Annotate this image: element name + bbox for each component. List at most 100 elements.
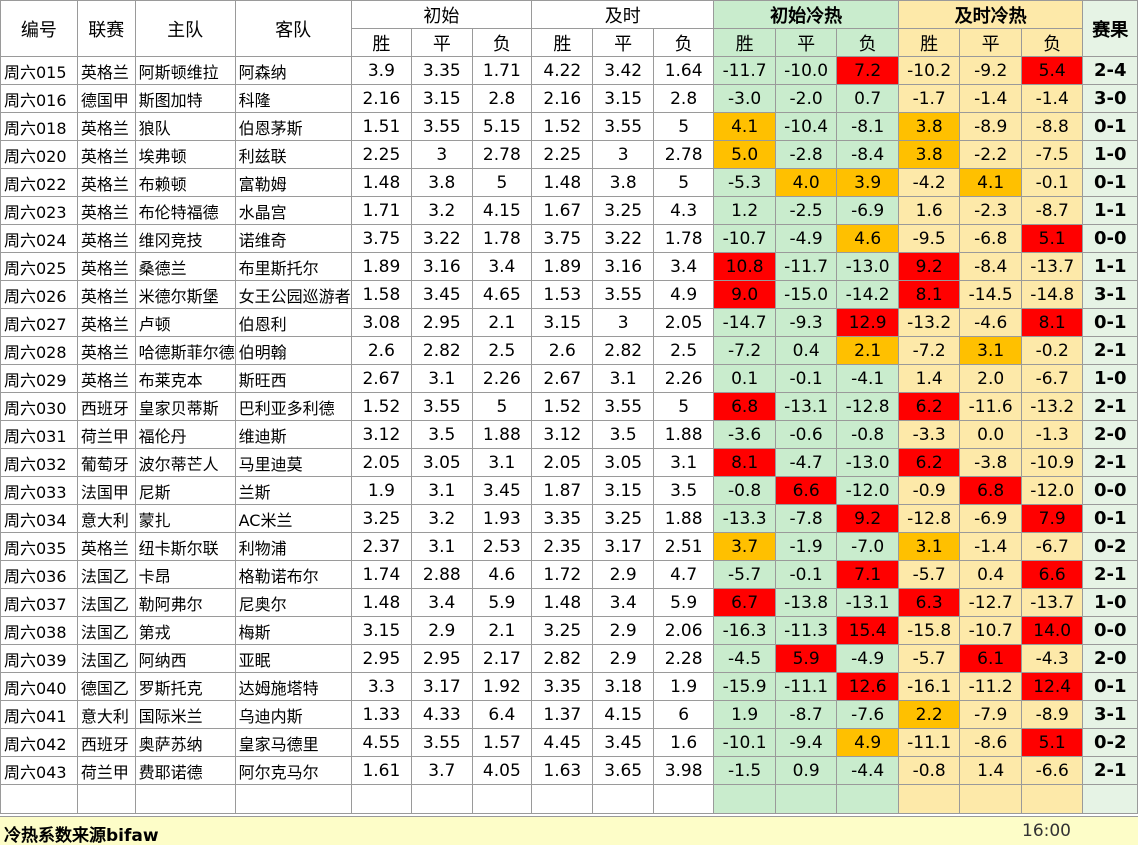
cell-init-hot-loss[interactable]: 15.4 [836,616,899,645]
header-live-hot-loss[interactable]: 负 [1020,28,1084,57]
cell-live-win[interactable]: 2.05 [531,448,594,477]
cell-result[interactable]: 0-0 [1082,224,1138,253]
cell-init-loss[interactable]: 4.15 [471,196,533,225]
cell-init-hot-win[interactable]: -13.3 [713,504,776,533]
cell-init-hot-loss[interactable]: -4.4 [836,756,899,785]
cell-live-hot-win[interactable]: -4.2 [897,168,961,197]
cell-live-hot-win[interactable]: 1.4 [897,364,961,393]
empty-cell[interactable] [134,784,236,814]
cell-init-hot-win[interactable]: 10.8 [713,252,776,281]
cell-init-win[interactable]: 1.51 [350,112,413,141]
header-home[interactable]: 主队 [134,0,236,57]
cell-init-loss[interactable]: 5.9 [471,588,533,617]
cell-init-draw[interactable]: 3.35 [411,56,473,85]
cell-live-win[interactable]: 3.12 [531,420,594,449]
cell-init-draw[interactable]: 3.55 [411,392,473,421]
cell-init-hot-win[interactable]: -11.7 [713,56,776,85]
cell-init-hot-draw[interactable]: 6.6 [774,476,838,505]
cell-home[interactable]: 埃弗顿 [134,140,236,169]
cell-id[interactable]: 周六042 [0,728,78,757]
cell-live-hot-win[interactable]: 8.1 [897,280,961,309]
cell-init-win[interactable]: 3.75 [350,224,413,253]
cell-league[interactable]: 英格兰 [76,532,136,561]
cell-init-hot-loss[interactable]: -7.6 [836,700,899,729]
cell-live-loss[interactable]: 1.6 [652,728,715,757]
cell-init-hot-draw[interactable]: -2.5 [774,196,838,225]
cell-init-hot-loss[interactable]: 3.9 [836,168,899,197]
cell-init-loss[interactable]: 4.65 [471,280,533,309]
cell-init-hot-draw[interactable]: -0.6 [774,420,838,449]
cell-live-draw[interactable]: 3.15 [592,476,654,505]
cell-live-win[interactable]: 2.6 [531,336,594,365]
cell-init-hot-win[interactable]: -5.7 [713,560,776,589]
cell-init-loss[interactable]: 2.53 [471,532,533,561]
cell-home[interactable]: 狼队 [134,112,236,141]
cell-init-hot-draw[interactable]: -10.4 [774,112,838,141]
cell-live-win[interactable]: 1.48 [531,168,594,197]
cell-league[interactable]: 英格兰 [76,196,136,225]
cell-id[interactable]: 周六028 [0,336,78,365]
cell-init-hot-draw[interactable]: -15.0 [774,280,838,309]
cell-result[interactable]: 2-1 [1082,448,1138,477]
cell-init-hot-loss[interactable]: -13.1 [836,588,899,617]
cell-init-hot-draw[interactable]: -8.7 [774,700,838,729]
cell-init-loss[interactable]: 2.26 [471,364,533,393]
empty-cell[interactable] [713,784,776,814]
cell-away[interactable]: 兰斯 [234,476,352,505]
header-league[interactable]: 联赛 [76,0,136,57]
cell-home[interactable]: 尼斯 [134,476,236,505]
cell-league[interactable]: 法国乙 [76,588,136,617]
cell-home[interactable]: 米德尔斯堡 [134,280,236,309]
cell-live-loss[interactable]: 1.78 [652,224,715,253]
cell-live-hot-loss[interactable]: 5.4 [1020,56,1084,85]
cell-home[interactable]: 哈德斯菲尔德 [134,336,236,365]
cell-init-hot-loss[interactable]: 4.9 [836,728,899,757]
cell-league[interactable]: 英格兰 [76,140,136,169]
empty-cell[interactable] [471,784,533,814]
cell-init-hot-draw[interactable]: 0.9 [774,756,838,785]
cell-away[interactable]: AC米兰 [234,504,352,533]
cell-live-hot-win[interactable]: -5.7 [897,560,961,589]
cell-home[interactable]: 第戎 [134,616,236,645]
cell-init-win[interactable]: 1.52 [350,392,413,421]
cell-live-win[interactable]: 2.82 [531,644,594,673]
header-initial-draw[interactable]: 平 [411,28,473,57]
cell-live-hot-loss[interactable]: -0.2 [1020,336,1084,365]
empty-cell[interactable] [76,784,136,814]
empty-cell[interactable] [959,784,1022,814]
cell-live-hot-draw[interactable]: -11.2 [959,672,1022,701]
empty-cell[interactable] [411,784,473,814]
cell-away[interactable]: 亚眠 [234,644,352,673]
cell-live-hot-draw[interactable]: 6.1 [959,644,1022,673]
cell-away[interactable]: 乌迪内斯 [234,700,352,729]
cell-live-loss[interactable]: 2.28 [652,644,715,673]
cell-init-loss[interactable]: 2.8 [471,84,533,113]
header-live[interactable]: 及时 [531,0,715,29]
cell-home[interactable]: 费耶诺德 [134,756,236,785]
header-initial[interactable]: 初始 [350,0,533,29]
empty-cell[interactable] [234,784,352,814]
header-live-draw[interactable]: 平 [592,28,654,57]
cell-init-win[interactable]: 3.12 [350,420,413,449]
cell-live-draw[interactable]: 3.15 [592,84,654,113]
cell-init-hot-win[interactable]: -16.3 [713,616,776,645]
cell-live-hot-draw[interactable]: -8.6 [959,728,1022,757]
cell-init-win[interactable]: 4.55 [350,728,413,757]
cell-init-draw[interactable]: 2.88 [411,560,473,589]
cell-live-hot-win[interactable]: -16.1 [897,672,961,701]
cell-live-hot-win[interactable]: 3.1 [897,532,961,561]
cell-league[interactable]: 英格兰 [76,112,136,141]
cell-init-loss[interactable]: 4.6 [471,560,533,589]
cell-init-hot-loss[interactable]: -14.2 [836,280,899,309]
cell-id[interactable]: 周六025 [0,252,78,281]
cell-init-draw[interactable]: 3.17 [411,672,473,701]
cell-away[interactable]: 布里斯托尔 [234,252,352,281]
cell-away[interactable]: 达姆施塔特 [234,672,352,701]
cell-result[interactable]: 2-1 [1082,560,1138,589]
cell-id[interactable]: 周六015 [0,56,78,85]
cell-league[interactable]: 荷兰甲 [76,420,136,449]
cell-away[interactable]: 格勒诺布尔 [234,560,352,589]
cell-id[interactable]: 周六029 [0,364,78,393]
cell-live-win[interactable]: 3.15 [531,308,594,337]
cell-init-hot-win[interactable]: -0.8 [713,476,776,505]
